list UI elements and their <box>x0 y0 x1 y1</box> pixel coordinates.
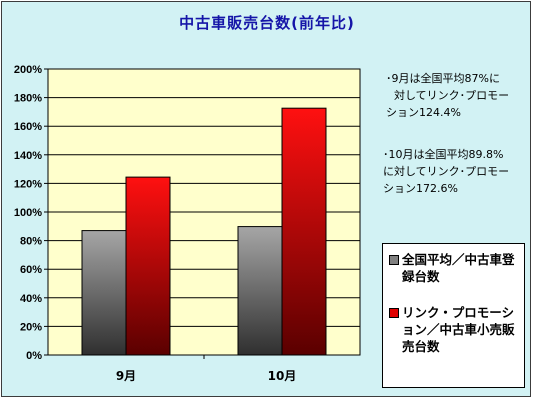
legend-swatch-red <box>389 308 399 318</box>
y-tick-label: 40% <box>20 293 42 305</box>
y-tick-label: 180% <box>14 93 42 105</box>
annotation-line: 対してリンク･プロモー <box>394 89 510 102</box>
annotation-october: ･10月は全国平均89.8% に対してリンク･プロモー ション172.6% <box>383 146 523 197</box>
bar-link-promotion-0 <box>125 176 171 356</box>
bar-link-promotion-1 <box>281 107 327 356</box>
y-tick-label: 80% <box>20 236 42 248</box>
legend-swatch-gray <box>389 255 399 265</box>
y-tick-label: 140% <box>14 150 42 162</box>
annotation-line: ション124.4% <box>386 106 461 119</box>
y-tick-label: 100% <box>14 207 42 219</box>
x-tick-label: 9月 <box>116 369 136 383</box>
annotation-line: ･10月は全国平均89.8% <box>383 148 504 161</box>
bar-national-average-0 <box>81 230 127 356</box>
annotation-line: に対してリンク･プロモー <box>383 165 510 178</box>
annotation-line: ション172.6% <box>383 182 458 195</box>
legend-label: リンク・プロモーション／中古車小売販売台数 <box>402 305 515 354</box>
y-tick-label: 0% <box>26 350 42 362</box>
chart-title: 中古車販売台数(前年比) <box>179 14 355 32</box>
y-tick-label: 120% <box>14 178 42 190</box>
y-tick-label: 20% <box>20 321 42 333</box>
y-tick-label: 200% <box>14 64 42 76</box>
annotation-september: ･9月は全国平均87%に 対してリンク･プロモー ション124.4% <box>386 70 526 121</box>
y-tick-label: 160% <box>14 121 42 133</box>
legend-entry-national-average: 全国平均／中古車登録台数 <box>389 251 522 285</box>
y-tick-label: 60% <box>20 264 42 276</box>
bar-national-average-1 <box>237 226 283 356</box>
legend-label: 全国平均／中古車登録台数 <box>402 252 515 284</box>
annotation-line: ･9月は全国平均87%に <box>386 72 500 85</box>
x-tick-label: 10月 <box>268 369 297 383</box>
legend-entry-link-promotion: リンク・プロモーション／中古車小売販売台数 <box>389 304 522 355</box>
legend: 全国平均／中古車登録台数 リンク・プロモーション／中古車小売販売台数 <box>382 243 525 388</box>
